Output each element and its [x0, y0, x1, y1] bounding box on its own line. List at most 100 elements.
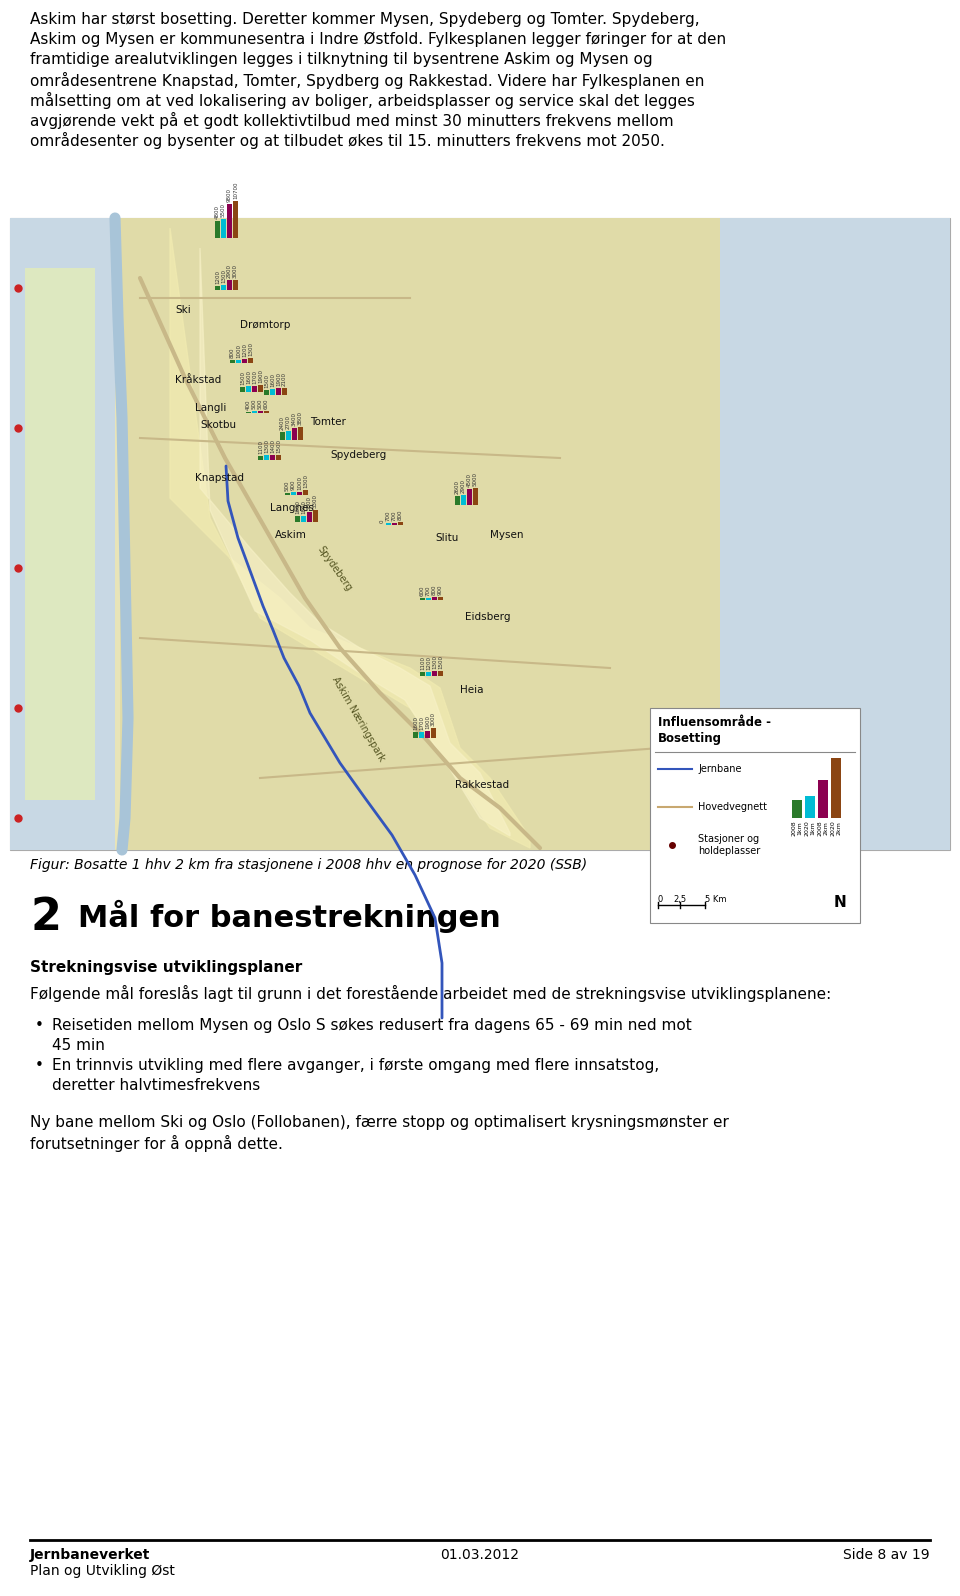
- Text: 1400: 1400: [270, 439, 275, 453]
- Text: 1700: 1700: [419, 717, 424, 729]
- Text: 1500: 1500: [438, 654, 443, 669]
- Bar: [392, 522, 397, 525]
- Bar: [258, 412, 263, 413]
- Text: 1200: 1200: [242, 343, 247, 358]
- Text: 3800: 3800: [298, 410, 303, 425]
- Bar: [710, 219, 950, 851]
- Text: 400: 400: [246, 399, 251, 410]
- Text: •: •: [35, 1018, 44, 1033]
- Text: 5500: 5500: [221, 203, 226, 217]
- Text: En trinnvis utvikling med flere avganger, i første omgang med flere innsatstog,: En trinnvis utvikling med flere avganger…: [52, 1058, 660, 1073]
- Text: 1300: 1300: [303, 474, 308, 488]
- Bar: [227, 204, 232, 238]
- Text: Figur: Bosatte 1 hhv 2 km fra stasjonene i 2008 hhv en prognose for 2020 (SSB): Figur: Bosatte 1 hhv 2 km fra stasjonene…: [30, 859, 588, 871]
- Text: 700: 700: [426, 586, 431, 595]
- Text: 2020
1km: 2020 1km: [804, 820, 815, 836]
- Text: 2900: 2900: [227, 263, 232, 278]
- Bar: [240, 386, 245, 393]
- Text: Slitu: Slitu: [435, 533, 458, 543]
- Text: Stasjoner og
holdeplasser: Stasjoner og holdeplasser: [698, 835, 760, 855]
- Text: 2008
1km: 2008 1km: [792, 820, 803, 836]
- Text: 1100: 1100: [258, 440, 263, 455]
- Text: 700: 700: [386, 511, 391, 520]
- Text: 1300: 1300: [221, 270, 226, 284]
- Bar: [246, 386, 251, 393]
- Text: 600: 600: [420, 586, 425, 595]
- Text: 1500: 1500: [264, 373, 269, 388]
- Text: Askim: Askim: [275, 530, 307, 539]
- Bar: [818, 780, 828, 819]
- Text: 3000: 3000: [431, 712, 436, 726]
- Text: 2900: 2900: [461, 479, 466, 493]
- Text: 1500: 1500: [240, 370, 245, 385]
- Text: Mysen: Mysen: [490, 530, 523, 539]
- Bar: [270, 455, 275, 460]
- Bar: [425, 731, 430, 737]
- Text: •: •: [35, 1058, 44, 1073]
- Bar: [432, 672, 437, 677]
- Text: 900: 900: [291, 479, 296, 490]
- Bar: [307, 511, 312, 522]
- Text: avgjørende vekt på et godt kollektivtilbud med minst 30 minutters frekvens mello: avgjørende vekt på et godt kollektivtilb…: [30, 112, 674, 129]
- Text: 1000: 1000: [236, 343, 241, 358]
- Bar: [298, 426, 303, 440]
- Bar: [432, 597, 437, 600]
- Bar: [276, 455, 281, 460]
- Polygon shape: [200, 247, 510, 836]
- Text: 600: 600: [264, 399, 269, 409]
- Bar: [258, 456, 263, 460]
- Bar: [252, 412, 257, 413]
- Bar: [258, 385, 263, 393]
- Text: 2600: 2600: [455, 480, 460, 493]
- Bar: [10, 219, 950, 851]
- Text: områdesenter og bysenter og at tilbudet økes til 15. minutters frekvens mot 2050: områdesenter og bysenter og at tilbudet …: [30, 132, 665, 148]
- Text: 1900: 1900: [425, 715, 430, 729]
- Text: 5000: 5000: [473, 471, 478, 485]
- Text: 1300: 1300: [264, 439, 269, 453]
- Bar: [264, 455, 269, 460]
- Bar: [467, 490, 472, 504]
- Text: 1700: 1700: [252, 370, 257, 385]
- Text: 5 Km: 5 Km: [705, 895, 727, 903]
- Text: 500: 500: [285, 480, 290, 492]
- Text: 800: 800: [230, 348, 235, 358]
- Bar: [282, 388, 287, 394]
- Bar: [280, 431, 285, 440]
- Text: Spydeberg: Spydeberg: [315, 544, 353, 594]
- Bar: [248, 359, 253, 362]
- Text: Jernbane: Jernbane: [698, 764, 741, 774]
- Bar: [426, 672, 431, 677]
- Bar: [221, 219, 226, 238]
- Text: 1900: 1900: [276, 372, 281, 386]
- Bar: [292, 428, 297, 440]
- Text: 2: 2: [30, 895, 61, 938]
- Text: 800: 800: [398, 509, 403, 520]
- Bar: [291, 492, 296, 495]
- Bar: [297, 492, 302, 495]
- Bar: [215, 222, 220, 238]
- Text: Influensområde -: Influensområde -: [658, 717, 771, 729]
- Text: målsetting om at ved lokalisering av boliger, arbeidsplasser og service skal det: målsetting om at ved lokalisering av bol…: [30, 93, 695, 109]
- Text: 2700: 2700: [286, 415, 291, 429]
- Text: 1500: 1500: [276, 439, 281, 453]
- Text: 1600: 1600: [413, 717, 418, 731]
- Text: Følgende mål foreslås lagt til grunn i det forestående arbeidet med de strekning: Følgende mål foreslås lagt til grunn i d…: [30, 985, 831, 1002]
- Text: Ny bane mellom Ski og Oslo (Follobanen), færre stopp og optimalisert krysningsmø: Ny bane mellom Ski og Oslo (Follobanen),…: [30, 1116, 729, 1130]
- Bar: [25, 268, 95, 800]
- Text: Ski: Ski: [175, 305, 191, 314]
- Text: Langnes: Langnes: [270, 503, 314, 512]
- Text: framtidige arealutviklingen legges i tilknytning til bysentrene Askim og Mysen o: framtidige arealutviklingen legges i til…: [30, 53, 653, 67]
- Text: Knapstad: Knapstad: [195, 472, 244, 484]
- Text: områdesentrene Knapstad, Tomter, Spydberg og Rakkestad. Videre har Fylkesplanen : områdesentrene Knapstad, Tomter, Spydber…: [30, 72, 705, 89]
- Text: 500: 500: [258, 399, 263, 409]
- Text: Tomter: Tomter: [310, 417, 346, 428]
- Text: 1100: 1100: [420, 656, 425, 670]
- Bar: [413, 733, 418, 737]
- Text: Kråkstad: Kråkstad: [175, 375, 221, 385]
- Text: Spydeberg: Spydeberg: [330, 450, 386, 460]
- Text: 1200: 1200: [426, 656, 431, 670]
- Text: 800: 800: [432, 584, 437, 595]
- Bar: [264, 389, 269, 394]
- Bar: [438, 670, 443, 677]
- Text: 3000: 3000: [233, 263, 238, 278]
